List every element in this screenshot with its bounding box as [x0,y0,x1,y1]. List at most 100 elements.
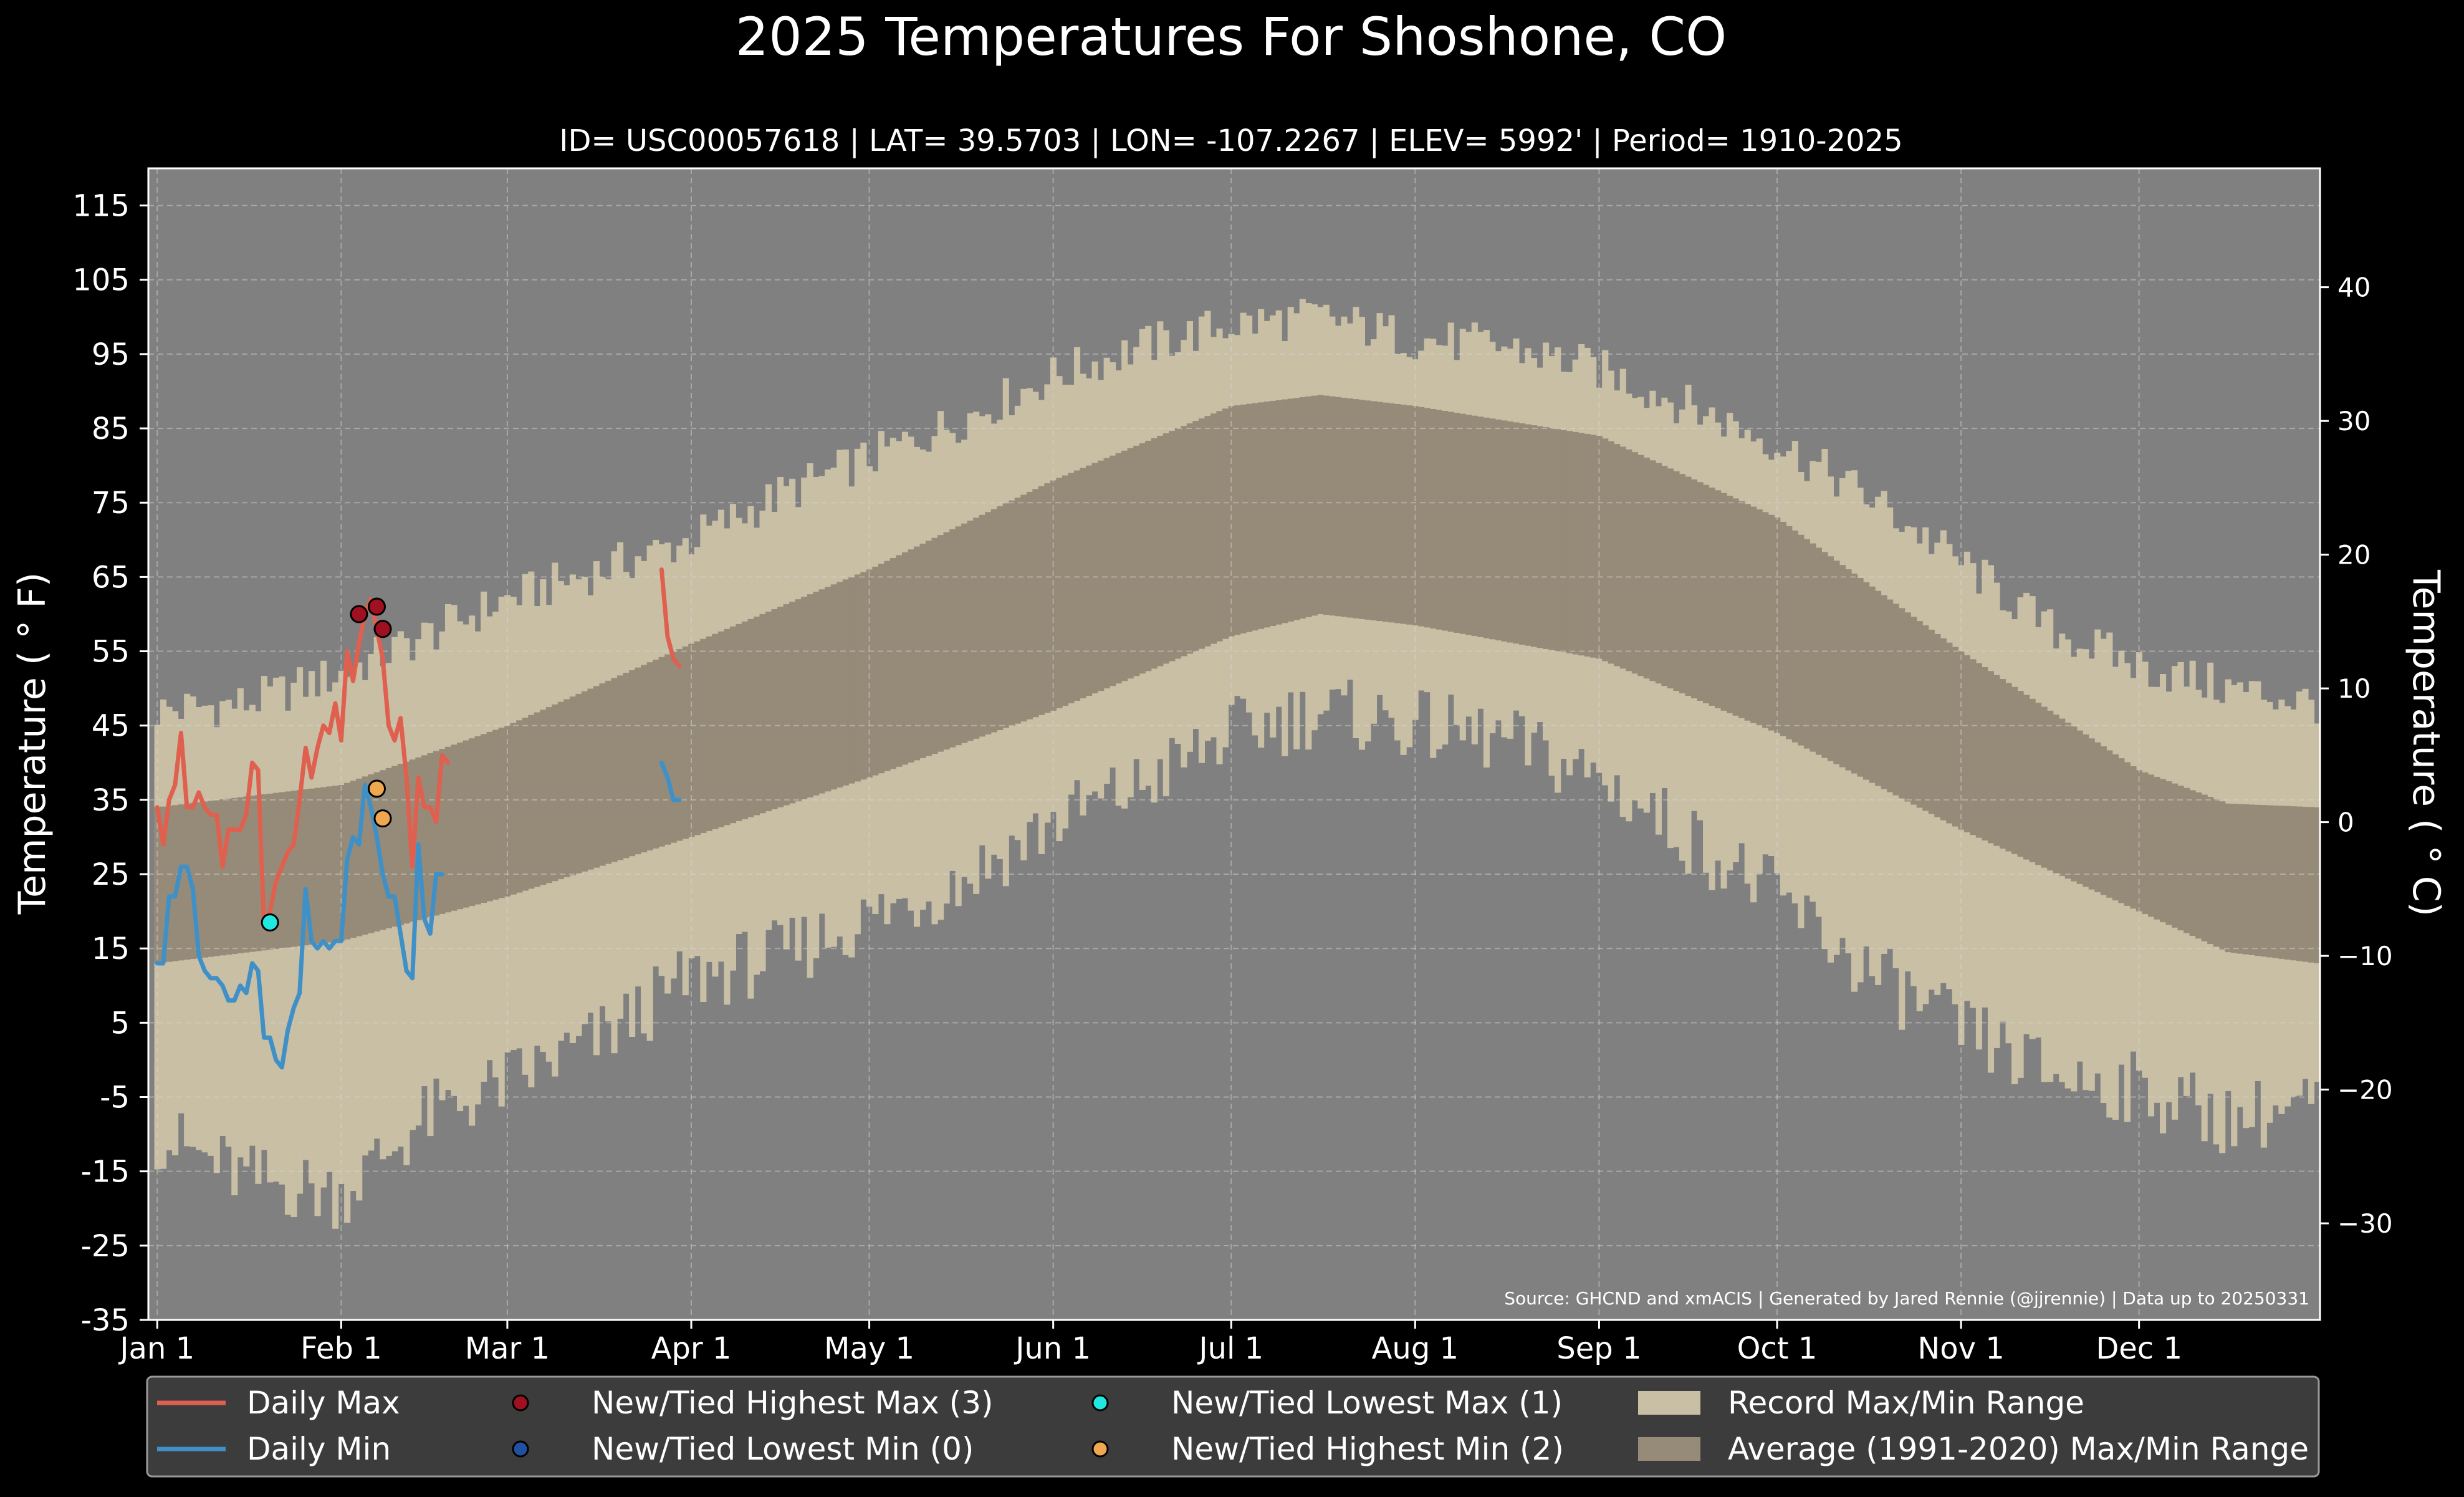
average-range-bar [1418,407,1425,627]
average-range-bar [2225,803,2232,953]
average-range-bar [2172,783,2179,928]
average-range-bar [225,798,232,955]
x-tick-label: Apr 1 [651,1331,732,1366]
average-range-bar [2165,781,2172,925]
grid-lines [148,168,2320,1321]
y-right-tick-label: 20 [2337,540,2371,570]
average-range-bar [1424,408,1431,628]
average-range-bar [789,602,796,804]
average-range-bar [1014,498,1021,724]
average-range-bar [1513,422,1520,644]
legend-marker-swatch [512,1440,529,1458]
chart-title: 2025 Temperatures For Shoshone, CO [736,6,1727,67]
average-range-bar [837,582,843,788]
average-range-bar [623,673,630,859]
average-range-bar [356,778,363,936]
record-marker [367,779,386,798]
average-range-bar [2064,722,2071,879]
average-range-bar [1240,404,1247,633]
y-right-tick-label: 0 [2337,807,2354,838]
record-marker [261,913,279,931]
average-range-bar [1661,466,1668,686]
average-range-bar [581,691,588,872]
average-range-bar [309,788,315,945]
average-range-bar [2195,792,2202,939]
average-range-bar [605,680,612,864]
average-range-bar [196,802,203,958]
average-range-bar [1845,569,1852,771]
average-range-bar [1530,425,1538,647]
average-range-bar [2071,726,2078,882]
legend-patch-swatch [1638,1437,1700,1461]
average-range-bar [1518,423,1526,645]
average-range-bar [1756,509,1763,726]
average-range-bar [510,723,517,895]
average-range-bar [801,597,808,800]
average-range-bar [362,776,368,935]
average-range-bar [1922,625,1929,811]
average-range-bar [1341,397,1348,617]
average-range-bar [1044,483,1051,713]
average-range-bar [1157,435,1164,667]
average-range-bar [1162,433,1169,664]
average-range-bar [1631,452,1638,674]
average-range-bar [1839,565,1846,768]
average-range-bar [249,796,256,952]
average-range-bar [1892,604,1899,796]
legend-label: Average (1991-2020) Max/Min Range [1728,1431,2309,1467]
y-tick-label: 75 [92,486,130,521]
x-tick-label: Oct 1 [1737,1331,1818,1366]
average-range-bar [724,628,731,826]
average-range-bar [878,564,884,774]
average-range-bar [516,720,523,893]
average-range-bar [2017,691,2024,857]
average-range-bar [1127,448,1134,679]
average-range-bar [1483,417,1490,638]
y-tick-label: 115 [72,189,130,224]
average-range-bar [2130,766,2137,909]
average-range-bar [486,731,493,902]
average-range-bar [688,643,695,837]
average-range-bar [1720,493,1727,711]
record-range-bar [290,682,297,1218]
average-range-bar [1703,484,1710,703]
average-range-bar [368,774,375,933]
average-range-bar [617,675,624,860]
average-range-bar [641,665,648,853]
average-range-bar [1727,496,1733,713]
legend-label: Record Max/Min Range [1728,1385,2084,1421]
y-tick-label: 15 [92,931,130,966]
y-axis-label-right: Temperature ( ° C) [2404,569,2448,917]
average-range-bar [1899,608,1906,799]
x-tick-label: Jul 1 [1197,1331,1263,1366]
average-range-bar [2219,801,2226,950]
average-range-bar [1614,444,1621,667]
y-tick-label: 35 [92,783,130,818]
average-range-bar [427,753,434,917]
x-tick-label: Sep 1 [1556,1331,1641,1366]
average-range-bar [997,506,1004,731]
average-range-bar [1477,416,1484,637]
average-range-bar [884,561,891,771]
legend: Daily Max Daily Min New/Tied Highest Max (… [146,1375,2320,1478]
average-range-bar [1869,586,1876,783]
average-range-bar [380,770,386,930]
average-range-bar [1062,475,1069,706]
y-tick-label: 5 [110,1006,130,1041]
legend-marker-swatch [1091,1440,1109,1458]
average-range-bar [1975,663,1983,838]
average-range-bar [1750,506,1757,723]
average-range-bar [1982,667,1988,841]
x-tick-label: Jun 1 [1014,1331,1091,1366]
average-range-bar [1454,413,1460,633]
y-tick-label: -5 [100,1081,130,1115]
average-range-bar [1287,398,1294,622]
average-range-bar [1210,413,1217,644]
x-tick-label: Feb 1 [300,1331,382,1366]
average-range-bar [813,592,820,796]
average-range-bar [1346,398,1353,618]
average-range-bar [2314,807,2321,964]
average-range-bar [967,521,974,741]
average-range-bar [219,799,226,956]
average-range-bar [1916,621,1923,808]
